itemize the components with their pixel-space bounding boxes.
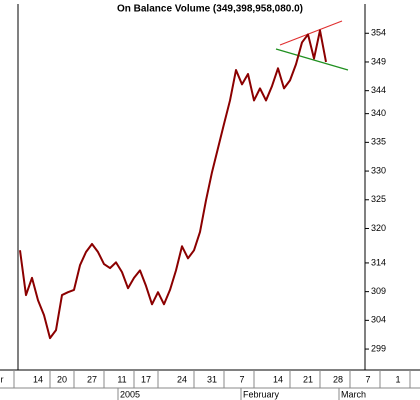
x-tick-label: 28 xyxy=(333,374,343,384)
x-tick-label: 21 xyxy=(303,374,313,384)
chart-title: On Balance Volume (349,398,958,080.0) xyxy=(117,4,303,15)
x-tick-label: 7 xyxy=(239,374,244,384)
x-tick-label: 24 xyxy=(177,374,187,384)
upper-trendline xyxy=(279,20,343,46)
period-label: February xyxy=(243,389,280,399)
y-tick-label: 354 xyxy=(371,28,386,38)
y-tick-label: 344 xyxy=(371,85,386,95)
x-tick-label: r xyxy=(1,374,4,384)
y-tick-label: 335 xyxy=(371,137,386,147)
x-tick-label: 20 xyxy=(57,374,67,384)
y-tick-label: 304 xyxy=(371,315,386,325)
y-tick-label: 314 xyxy=(371,257,386,267)
x-tick-label: 14 xyxy=(273,374,283,384)
lower-trendline xyxy=(275,48,349,71)
x-tick-label: 31 xyxy=(207,374,217,384)
y-tick-label: 299 xyxy=(371,343,386,353)
y-tick-label: 330 xyxy=(371,165,386,175)
obv-line xyxy=(19,29,327,340)
y-tick-label: 340 xyxy=(371,108,386,118)
x-tick-label: 11 xyxy=(117,374,126,384)
x-tick-label: 27 xyxy=(87,374,97,384)
y-tick-label: 320 xyxy=(371,223,386,233)
x-tick-label: 1 xyxy=(395,374,400,384)
y-tick-label: 349 xyxy=(371,56,386,66)
x-tick-label: 7 xyxy=(365,374,370,384)
period-label: March xyxy=(341,389,366,399)
period-label: 2005 xyxy=(120,389,140,399)
y-tick-label: 309 xyxy=(371,286,386,296)
x-tick-label: 14 xyxy=(33,374,43,384)
y-tick-label: 325 xyxy=(371,194,386,204)
x-tick-label: 17 xyxy=(141,374,151,384)
